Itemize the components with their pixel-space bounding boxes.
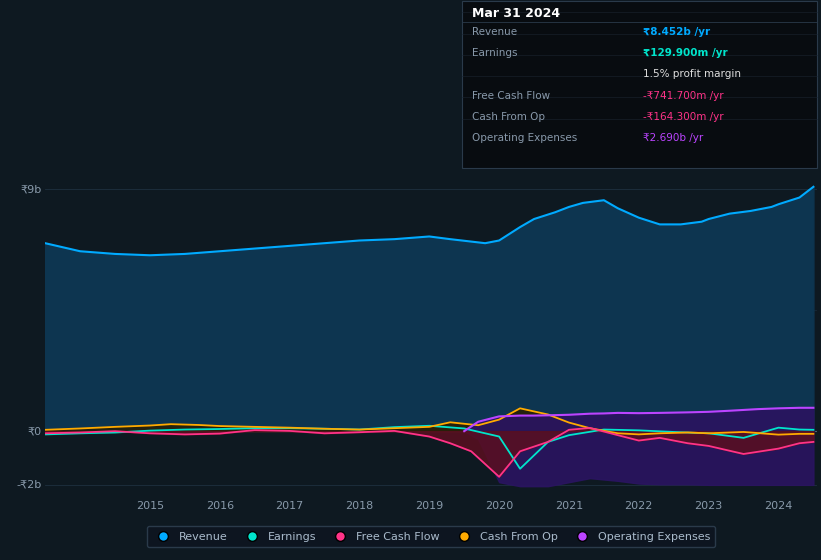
Text: 1.5% profit margin: 1.5% profit margin: [643, 69, 741, 80]
Text: Operating Expenses: Operating Expenses: [472, 133, 577, 143]
Text: Free Cash Flow: Free Cash Flow: [472, 91, 550, 101]
Text: Earnings: Earnings: [472, 48, 517, 58]
Text: ₹8.452b /yr: ₹8.452b /yr: [643, 27, 710, 37]
Text: -₹2b: -₹2b: [16, 480, 41, 490]
Text: -₹164.300m /yr: -₹164.300m /yr: [643, 112, 723, 122]
Text: ₹129.900m /yr: ₹129.900m /yr: [643, 48, 727, 58]
Text: Cash From Op: Cash From Op: [472, 112, 545, 122]
Text: ₹9b: ₹9b: [20, 184, 41, 194]
Text: Revenue: Revenue: [472, 27, 517, 37]
Text: ₹2.690b /yr: ₹2.690b /yr: [643, 133, 703, 143]
Text: Mar 31 2024: Mar 31 2024: [472, 7, 560, 20]
Legend: Revenue, Earnings, Free Cash Flow, Cash From Op, Operating Expenses: Revenue, Earnings, Free Cash Flow, Cash …: [147, 526, 715, 547]
Text: ₹0: ₹0: [27, 426, 41, 436]
Text: -₹741.700m /yr: -₹741.700m /yr: [643, 91, 723, 101]
